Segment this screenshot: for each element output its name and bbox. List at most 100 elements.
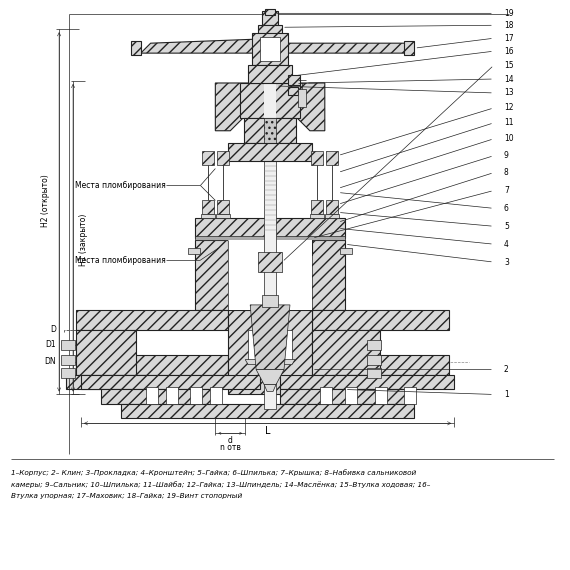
- Bar: [61, 355, 75, 365]
- Bar: [332, 374, 412, 389]
- Bar: [367, 355, 381, 365]
- Bar: [202, 150, 214, 165]
- Bar: [61, 368, 75, 377]
- Text: Места пломбирования: Места пломбирования: [75, 255, 165, 264]
- Text: L: L: [265, 426, 271, 436]
- Text: n отв: n отв: [220, 443, 241, 451]
- Polygon shape: [228, 310, 312, 394]
- Polygon shape: [81, 374, 260, 389]
- Bar: [76, 330, 136, 374]
- Bar: [262, 295, 278, 307]
- Text: 14: 14: [504, 75, 514, 84]
- Text: 6: 6: [504, 204, 509, 213]
- Text: 4: 4: [504, 240, 509, 249]
- Bar: [288, 87, 298, 95]
- Text: Втулка упорная; 17–Маховик; 18–Гайка; 19–Винт стопорный: Втулка упорная; 17–Маховик; 18–Гайка; 19…: [11, 493, 243, 499]
- Bar: [248, 65, 292, 83]
- Text: H1 (закрыто): H1 (закрыто): [79, 214, 88, 266]
- Text: 11: 11: [504, 119, 514, 127]
- Text: 7: 7: [504, 186, 509, 195]
- Polygon shape: [312, 355, 449, 374]
- Text: 10: 10: [504, 134, 514, 143]
- Polygon shape: [312, 310, 449, 330]
- Bar: [367, 340, 381, 349]
- Bar: [288, 75, 300, 85]
- Bar: [61, 340, 75, 349]
- Bar: [311, 201, 323, 214]
- Bar: [66, 374, 146, 389]
- Bar: [244, 118, 296, 142]
- Text: 19: 19: [504, 9, 514, 18]
- Bar: [374, 388, 386, 405]
- Bar: [228, 142, 312, 161]
- Text: 12: 12: [504, 103, 514, 112]
- Bar: [146, 388, 158, 405]
- Text: D1: D1: [46, 340, 56, 349]
- Text: 5: 5: [504, 222, 509, 231]
- Text: Места пломбирования: Места пломбирования: [75, 181, 165, 190]
- Polygon shape: [76, 310, 228, 330]
- Bar: [262, 11, 278, 25]
- Text: 8: 8: [504, 168, 508, 177]
- Bar: [264, 118, 276, 142]
- Bar: [326, 201, 338, 214]
- Bar: [265, 9, 275, 15]
- Text: 13: 13: [504, 88, 514, 97]
- Polygon shape: [405, 41, 414, 55]
- Bar: [101, 389, 215, 405]
- Bar: [189, 248, 201, 254]
- Polygon shape: [248, 330, 292, 360]
- Text: 16: 16: [504, 47, 514, 56]
- Polygon shape: [76, 355, 228, 374]
- Bar: [252, 33, 288, 65]
- Bar: [264, 11, 276, 409]
- Bar: [240, 83, 300, 118]
- Bar: [190, 388, 202, 405]
- Polygon shape: [141, 39, 255, 53]
- Bar: [264, 83, 276, 118]
- Bar: [367, 368, 381, 377]
- Bar: [196, 236, 345, 240]
- Bar: [258, 252, 282, 272]
- Text: 9: 9: [504, 151, 509, 160]
- Text: камеры; 9–Сальник; 10–Шпилька; 11–Шайба; 12–Гайка; 13–Шпиндель; 14–Маслёнка; 15–: камеры; 9–Сальник; 10–Шпилька; 11–Шайба;…: [11, 481, 431, 488]
- Polygon shape: [292, 83, 325, 131]
- Text: D: D: [50, 325, 56, 334]
- Text: 3: 3: [504, 258, 509, 267]
- Text: 15: 15: [504, 60, 514, 70]
- Bar: [280, 389, 409, 405]
- Polygon shape: [131, 41, 141, 55]
- Bar: [325, 214, 339, 218]
- Bar: [260, 37, 280, 61]
- Bar: [165, 388, 177, 405]
- Bar: [228, 240, 312, 310]
- Bar: [312, 330, 380, 374]
- Polygon shape: [285, 43, 414, 53]
- Text: 1: 1: [504, 390, 508, 399]
- Bar: [210, 388, 222, 405]
- Bar: [121, 405, 414, 418]
- Bar: [202, 201, 214, 214]
- Text: DN: DN: [44, 357, 56, 366]
- Bar: [320, 388, 332, 405]
- Bar: [201, 214, 215, 218]
- Polygon shape: [264, 385, 276, 392]
- Bar: [310, 214, 324, 218]
- Polygon shape: [250, 305, 290, 369]
- Bar: [326, 150, 338, 165]
- Bar: [217, 201, 229, 214]
- Text: H2 (открыто): H2 (открыто): [40, 174, 50, 227]
- Bar: [311, 150, 323, 165]
- Polygon shape: [256, 369, 284, 385]
- Text: 18: 18: [504, 21, 514, 30]
- Text: 1–Корпус; 2– Клин; 3–Прокладка; 4–Кронштейн; 5–Гайка; 6–Шпилька; 7–Крышка; 8–Наб: 1–Корпус; 2– Клин; 3–Прокладка; 4–Кроншт…: [11, 469, 417, 476]
- Bar: [217, 214, 230, 218]
- Bar: [298, 89, 306, 107]
- Text: 2: 2: [504, 365, 508, 374]
- Text: d: d: [228, 435, 233, 445]
- Bar: [196, 218, 345, 238]
- Bar: [258, 25, 282, 37]
- Polygon shape: [215, 83, 248, 131]
- Bar: [405, 388, 416, 405]
- Bar: [217, 150, 229, 165]
